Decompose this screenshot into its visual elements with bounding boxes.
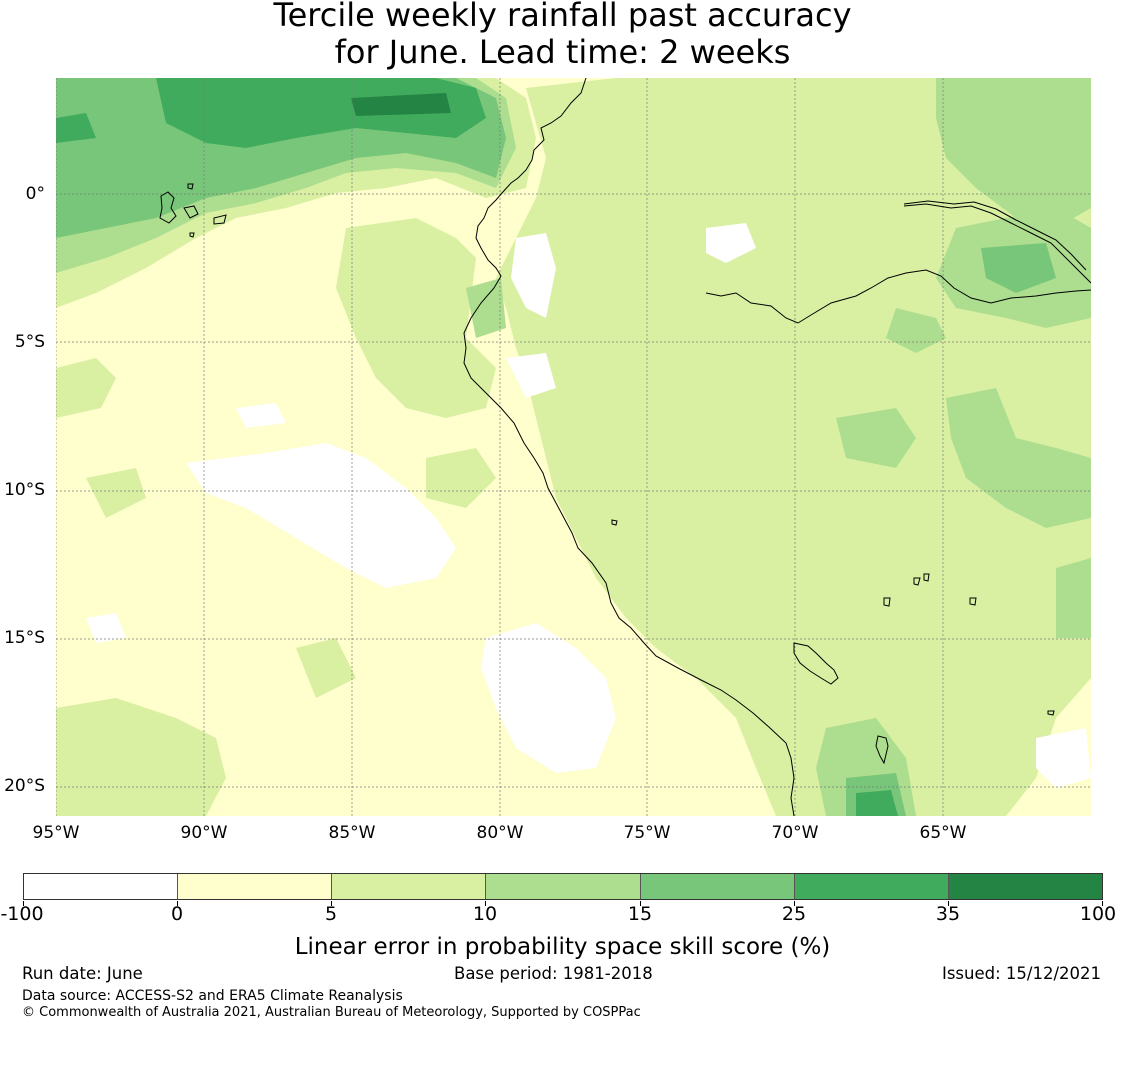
colorbar-tick: [948, 901, 949, 906]
colorbar-tick: [794, 901, 795, 906]
data-source: Data source: ACCESS-S2 and ERA5 Climate …: [22, 988, 403, 1004]
map-gridlines: [56, 78, 1091, 816]
colorbar-tick-label: 100: [1079, 903, 1117, 925]
colorbar-tick: [23, 901, 24, 906]
amazon-river: [705, 200, 1091, 324]
lake-titicaca: [793, 642, 889, 765]
lon-label-90w: 90°W: [180, 823, 228, 843]
lon-label-85w: 85°W: [328, 823, 376, 843]
lon-label-65w: 65°W: [919, 823, 967, 843]
colorbar-tick-label: 25: [781, 903, 807, 925]
lat-label-5s: 5°S: [14, 332, 45, 352]
map-title-line-1: Tercile weekly rainfall past accuracy: [273, 0, 852, 34]
galapagos-islands: [159, 183, 227, 238]
run-date: Run date: June: [22, 964, 143, 983]
map-title-line-2: for June. Lead time: 2 weeks: [334, 33, 791, 71]
colorbar-bin-35-100: [948, 874, 1102, 899]
colorbar-tick-label: 0: [170, 903, 184, 925]
skill-score-map: [56, 78, 1091, 816]
lon-label-80w: 80°W: [476, 823, 524, 843]
copyright: © Commonwealth of Australia 2021, Austra…: [22, 1005, 641, 1020]
colorbar-tick-label: -100: [0, 903, 44, 925]
colorbar-tick: [640, 901, 641, 906]
colorbar-bin-5-10: [332, 874, 487, 899]
colorbar-tick: [485, 901, 486, 906]
base-period: Base period: 1981-2018: [454, 964, 653, 983]
skill-region-negative: [86, 223, 1091, 788]
lon-label-70w: 70°W: [771, 823, 819, 843]
colorbar-bin-25-35: [794, 874, 949, 899]
colorbar-tick: [331, 901, 332, 906]
skill-region-35-100: [351, 93, 451, 116]
issued-date: Issued: 15/12/2021: [941, 964, 1101, 983]
colorbar: [23, 873, 1103, 900]
lat-label-15s: 15°S: [4, 628, 45, 648]
lon-label-95w: 95°W: [32, 823, 80, 843]
colorbar-tick-label: 10: [472, 903, 498, 925]
lon-label-75w: 75°W: [623, 823, 671, 843]
coastline: [463, 78, 795, 816]
colorbar-tick-label: 15: [627, 903, 653, 925]
colorbar-bin-0-5: [178, 874, 333, 899]
colorbar-tick-label: 5: [324, 903, 338, 925]
colorbar-bin-15-25: [640, 874, 795, 899]
lat-label-10s: 10°S: [4, 480, 45, 500]
colorbar-tick-label: 35: [935, 903, 961, 925]
colorbar-label: Linear error in probability space skill …: [294, 934, 831, 960]
colorbar-bin-neg100-0: [24, 874, 179, 899]
small-lakes: [611, 519, 1055, 716]
colorbar-bin-10-15: [486, 874, 641, 899]
lat-label-0: 0°: [25, 184, 45, 204]
colorbar-tick: [177, 901, 178, 906]
colorbar-tick: [1102, 901, 1103, 906]
lat-label-20s: 20°S: [4, 776, 45, 796]
